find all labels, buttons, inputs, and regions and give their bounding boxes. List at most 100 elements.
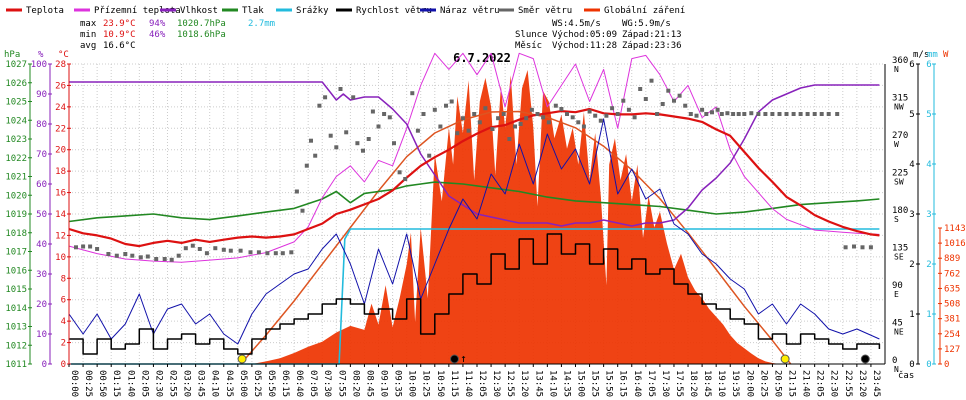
moon-set: Západ:23:36 bbox=[622, 41, 682, 51]
y-axis-pressure-tick-label: 1019 bbox=[5, 210, 27, 220]
x-axis-tick-label: 08:20 bbox=[350, 370, 360, 397]
x-axis-tick-label: 20:50 bbox=[772, 370, 782, 397]
wind-direction-point bbox=[304, 163, 309, 168]
wind-direction-point bbox=[683, 103, 688, 108]
y-axis-pressure-tick-label: 1015 bbox=[5, 285, 27, 295]
wind-direction-point bbox=[615, 112, 620, 116]
x-axis-tick-label: 12:55 bbox=[505, 370, 515, 397]
rain-start-arrow: ↑ bbox=[460, 352, 467, 365]
wind-direction-point bbox=[843, 245, 848, 250]
axes: 1011101210131014101510161017101810191020… bbox=[5, 56, 965, 397]
astro-block: WS:4.5m/s WG:5.9m/s Slunce Východ:05:09 … bbox=[515, 19, 682, 51]
stats-max-temp: 23.9°C bbox=[103, 19, 136, 29]
y-axis-direction-degree: 90 bbox=[892, 281, 903, 291]
wind-direction-point bbox=[334, 145, 339, 150]
wind-direction-point bbox=[300, 208, 305, 213]
y-axis-humidity-tick-label: 40 bbox=[36, 240, 47, 250]
series-lines bbox=[68, 52, 881, 365]
x-axis-tick-label: 05:50 bbox=[266, 370, 276, 397]
y-axis-wind-tick-label: 4 bbox=[909, 160, 914, 170]
wind-direction-point bbox=[777, 112, 782, 116]
wind-direction-point bbox=[756, 112, 761, 116]
wind-direction-point bbox=[587, 109, 592, 114]
wind-direction-point bbox=[518, 122, 523, 126]
x-axis-tick-label: 03:45 bbox=[196, 370, 206, 397]
wind-direction-point bbox=[477, 120, 482, 125]
x-axis-tick-label: 10:00 bbox=[407, 370, 417, 397]
x-axis-tick-label: 09:35 bbox=[393, 370, 403, 397]
wind-gust-summary: WG:5.9m/s bbox=[622, 19, 671, 29]
wind-direction-point bbox=[248, 250, 253, 255]
y-axis-direction-degree: 180 bbox=[892, 206, 908, 216]
series-globalni-zareni bbox=[69, 70, 880, 364]
wind-direction-point bbox=[415, 128, 420, 133]
wind-direction-point bbox=[791, 112, 796, 116]
wind-direction-point bbox=[176, 253, 181, 258]
legend-label-4: Srážky bbox=[296, 6, 329, 16]
wind-direction-point bbox=[610, 106, 615, 111]
wind-direction-point bbox=[361, 148, 365, 153]
wind-direction-point bbox=[256, 250, 261, 255]
wind-direction-point bbox=[483, 106, 488, 111]
x-axis-tick-label: 06:15 bbox=[280, 370, 290, 397]
sunrise-marker bbox=[237, 354, 247, 364]
y-axis-temperature-tick-label: 14 bbox=[55, 210, 66, 220]
wind-direction-point bbox=[805, 112, 810, 116]
x-axis-tick-label: 10:50 bbox=[435, 370, 445, 397]
x-axis-tick-label: 05:00 bbox=[238, 370, 248, 397]
wind-direction-point bbox=[719, 112, 724, 116]
wind-direction-point bbox=[688, 112, 693, 116]
y-axis-pressure-tick-label: 1012 bbox=[5, 341, 27, 351]
wind-direction-point bbox=[328, 133, 333, 138]
wind-direction-point bbox=[826, 112, 831, 116]
wind-direction-point bbox=[95, 247, 100, 251]
wind-direction-point bbox=[280, 251, 285, 256]
y-axis-humidity-tick-label: 30 bbox=[36, 270, 47, 280]
y-axis-temperature-tick-label: 10 bbox=[55, 253, 66, 263]
y-axis-direction-degree: 225 bbox=[892, 169, 908, 179]
wind-direction-point bbox=[81, 244, 86, 249]
legend-label-7: Směr větru bbox=[518, 6, 572, 16]
wind-direction-point bbox=[524, 116, 529, 121]
y-axis-solar-tick-label: 635 bbox=[944, 284, 960, 294]
wind-direction-point bbox=[154, 257, 159, 261]
wind-direction-point bbox=[621, 98, 626, 103]
x-axis-tick-label: 15:00 bbox=[575, 370, 585, 397]
y-axis-temperature-tick-label: 4 bbox=[61, 317, 66, 327]
stats-block: max 23.9°C 94% 1020.7hPa 2.7mm min 10.9°… bbox=[80, 19, 275, 51]
wind-direction-point bbox=[427, 153, 432, 158]
y-axis-rain-tick-label: 5 bbox=[926, 110, 931, 120]
moon-rise: Východ:11:28 bbox=[552, 41, 617, 51]
stats-max-hum: 94% bbox=[149, 19, 166, 29]
x-axis-tick-label: 06:40 bbox=[294, 370, 304, 397]
y-axis-direction-compass: NE bbox=[894, 328, 904, 337]
x-axis-tick-label: 22:55 bbox=[843, 370, 853, 397]
y-axis-humidity-tick-label: 50 bbox=[36, 210, 47, 220]
wind-direction-point bbox=[649, 78, 654, 83]
wind-direction-point bbox=[731, 112, 736, 116]
wind-direction-point bbox=[228, 248, 233, 253]
wind-direction-point bbox=[197, 247, 202, 251]
wind-direction-point bbox=[455, 131, 460, 136]
x-axis-tick-label: 18:45 bbox=[702, 370, 712, 397]
wind-direction-point bbox=[88, 244, 93, 249]
wind-direction-point bbox=[604, 113, 609, 118]
wind-direction-point bbox=[432, 107, 437, 112]
y-axis-temperature-tick-label: 0 bbox=[61, 360, 66, 370]
wind-direction-point bbox=[403, 177, 408, 181]
wind-direction-points bbox=[74, 78, 873, 262]
series-vlhkost bbox=[69, 81, 880, 227]
wind-direction-point bbox=[559, 107, 564, 111]
stats-max-press: 1020.7hPa bbox=[177, 19, 226, 29]
x-axis-tick-label: 12:30 bbox=[491, 370, 501, 397]
wind-direction-point bbox=[860, 245, 865, 250]
x-axis-tick-label: 01:15 bbox=[111, 370, 121, 397]
axis-unit-cas: čas bbox=[898, 370, 914, 381]
y-axis-direction-compass: N bbox=[894, 65, 899, 74]
y-axis-wind-tick-label: 1 bbox=[909, 310, 914, 320]
wind-direction-point bbox=[677, 93, 682, 98]
wind-direction-point bbox=[812, 112, 817, 116]
x-axis-tick-label: 08:45 bbox=[364, 370, 374, 397]
y-axis-direction-degree: 135 bbox=[892, 244, 908, 254]
